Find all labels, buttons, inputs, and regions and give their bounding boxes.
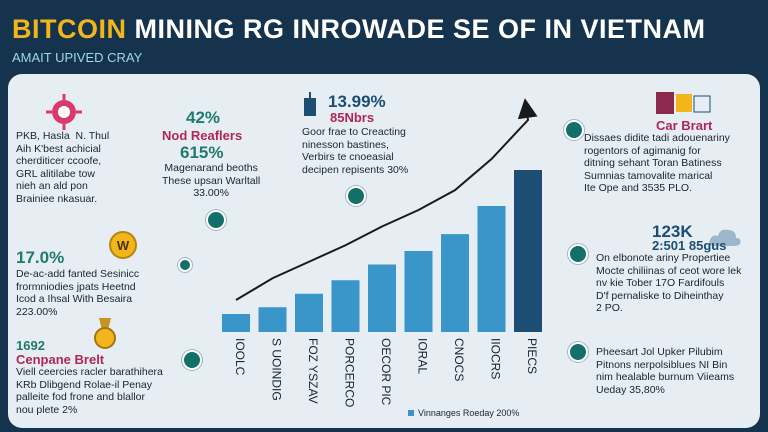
medal-icon [94,318,116,349]
svg-text:W: W [117,238,130,253]
bar [331,280,360,332]
category-label: FOZ YSZAV [306,338,320,404]
page-subtitle: AMAIT UPIVED CRAY [12,50,143,65]
trend-arrow [235,98,538,301]
page-title: BITCOIN MINING RG INROWADE SE OF IN VIET… [12,14,706,44]
text-block-8: Pheesart Jol Upker Pilubim Pitnons nerpo… [596,346,735,396]
text-block-6: On elbonote ariny Propertiee Mocte chili… [596,252,742,314]
legend-swatch [408,410,414,416]
category-label: S UOINDIG [270,338,284,401]
marker-dot [564,120,584,140]
cloud-icon [709,229,741,246]
bar [404,251,433,332]
stat-label-7: Cenpane Brelt [16,352,105,367]
text-block-7: Viell ceercies racler barathihera KRb Dl… [16,366,163,416]
stat-value-5: 17.0% [16,248,65,267]
stat-value-2: 42% [186,108,221,127]
category-label: PORCERCO [343,338,357,407]
bar [368,264,396,332]
sun-gear-icon [46,94,82,130]
server-icon [656,92,711,114]
bar [258,307,287,332]
text-block-2: Magenarand beoths These upsan Warltall 3… [162,162,261,199]
stat-label-4: Car Brart [656,118,713,133]
category-label: IORAL [416,338,430,374]
stat-label-2: Nod Reaflers [162,128,243,143]
bar [441,234,469,332]
stat-label-6: 2:501 85gus [652,238,727,253]
mining-rig-icon [304,92,316,116]
stat-label-3: 85Nbrs [330,110,375,125]
bar [514,170,542,332]
text-block-4: Dissaes didite tadi adouenariny rogentor… [584,132,730,194]
header: BITCOIN MINING RG INROWADE SE OF IN VIET… [0,0,768,72]
marker-dot [346,186,366,206]
stat-value-3: 13.99% [328,92,386,111]
marker-dot [206,210,226,230]
category-label: CNOCS [452,338,466,381]
marker-dot [178,258,192,272]
category-label: IIOCRS [489,338,503,379]
bar-chart: IOOLC S UOINDIG FOZ YSZAV PORCERCO OECOR PIC… [222,98,542,418]
stat-value-7: 1692 [16,338,45,353]
bar [295,293,323,332]
coin-icon: W [109,231,137,259]
stat-value-6: 123K [652,222,693,241]
marker-dot [568,244,588,264]
text-block-5: De-ac-add fanted Sesinicc frormniodies j… [16,268,140,318]
category-label: OECOR PIC [379,338,393,406]
text-block-3: Goor frae to Creacting ninesson bastines… [302,126,409,176]
category-label: PIECS [525,338,539,374]
bar [477,206,506,332]
text-block-1: PKB, Hasla N. Thul Aih K'best achicial c… [16,130,110,205]
marker-dot [182,350,202,370]
stat-value-2b: 615% [180,143,224,162]
bar [222,314,250,332]
legend-label: Vinnanges Roeday 200% [418,408,519,418]
marker-dot [568,342,588,362]
category-label: IOOLC [233,338,247,376]
